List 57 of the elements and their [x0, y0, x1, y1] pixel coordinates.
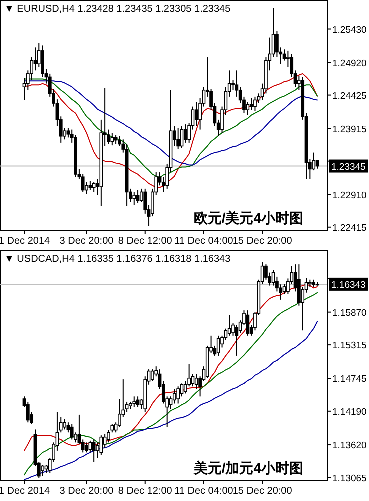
x-tick-label: 1 Dec 2014 [0, 236, 51, 247]
x-tick-label: 3 Dec 20:00 [60, 486, 114, 497]
y-tick-label: 1.13065 [332, 473, 367, 484]
candlestick [235, 324, 239, 356]
candlestick [216, 335, 220, 356]
y-tick-label: 1.13620 [332, 440, 367, 452]
candlestick [176, 386, 180, 404]
candlestick [132, 396, 136, 408]
y-tick-label: 1.22415 [332, 222, 367, 234]
x-tick-label: 15 Dec 20:00 [232, 236, 293, 247]
y-tick-label: 1.14745 [332, 374, 367, 386]
y-tick-label: 1.24425 [332, 90, 367, 102]
candlestick [70, 424, 74, 440]
y-tick-label: 1.23915 [332, 124, 367, 136]
annotation: 欧元/美元4小时图 [194, 210, 304, 226]
x-tick-label: 8 Dec 12:00 [118, 486, 173, 497]
candlestick [88, 180, 92, 191]
annotation: 美元/加元4小时图 [192, 460, 304, 476]
x-tick-label: 11 Dec 04:00 [174, 486, 234, 497]
candlestick [254, 96, 257, 112]
x-tick-label: 3 Dec 20:00 [60, 236, 114, 247]
line-series [24, 321, 318, 480]
ref-line-label: 1.23345 [332, 162, 366, 173]
chart-title: ▼ USDCAD,H4 1.16335 1.16376 1.16318 1.16343 [4, 254, 232, 265]
x-tick-label: 15 Dec 20:00 [232, 486, 293, 497]
candlestick [41, 464, 44, 477]
candlestick [88, 440, 92, 454]
x-tick-label: 8 Dec 12:00 [118, 236, 173, 247]
y-tick-label: 1.15870 [332, 308, 367, 319]
chart-title: ▼ EURUSD,H4 1.23428 1.23435 1.23305 1.23345 [4, 4, 232, 15]
candlestick [110, 132, 114, 146]
candlestick [100, 435, 104, 456]
candlestick [194, 374, 198, 390]
candlestick [34, 47, 38, 72]
candlestick [246, 310, 250, 336]
candlestick [228, 314, 232, 336]
candlestick [184, 124, 188, 144]
y-tick-label: 1.25430 [332, 24, 367, 36]
x-tick-label: 1 Dec 2014 [0, 486, 51, 497]
candlestick [92, 439, 96, 463]
candlestick [246, 102, 250, 116]
candlestick [63, 418, 66, 430]
candlestick [132, 192, 136, 206]
y-tick-label: 1.14190 [332, 406, 367, 418]
y-tick-label: 1.24920 [332, 58, 367, 70]
candlestick [176, 128, 180, 150]
candlestick [194, 102, 198, 128]
candlestick [136, 396, 140, 408]
candlestick [92, 182, 96, 193]
candlestick [250, 98, 254, 111]
y-tick-label: 1.15315 [332, 340, 367, 352]
x-tick-label: 11 Dec 04:00 [174, 236, 234, 247]
candlestick [85, 442, 88, 454]
candlestick [151, 369, 154, 382]
ref-line-label: 1.16343 [332, 280, 366, 291]
candlestick [136, 190, 140, 204]
y-tick-label: 1.22910 [332, 190, 367, 202]
